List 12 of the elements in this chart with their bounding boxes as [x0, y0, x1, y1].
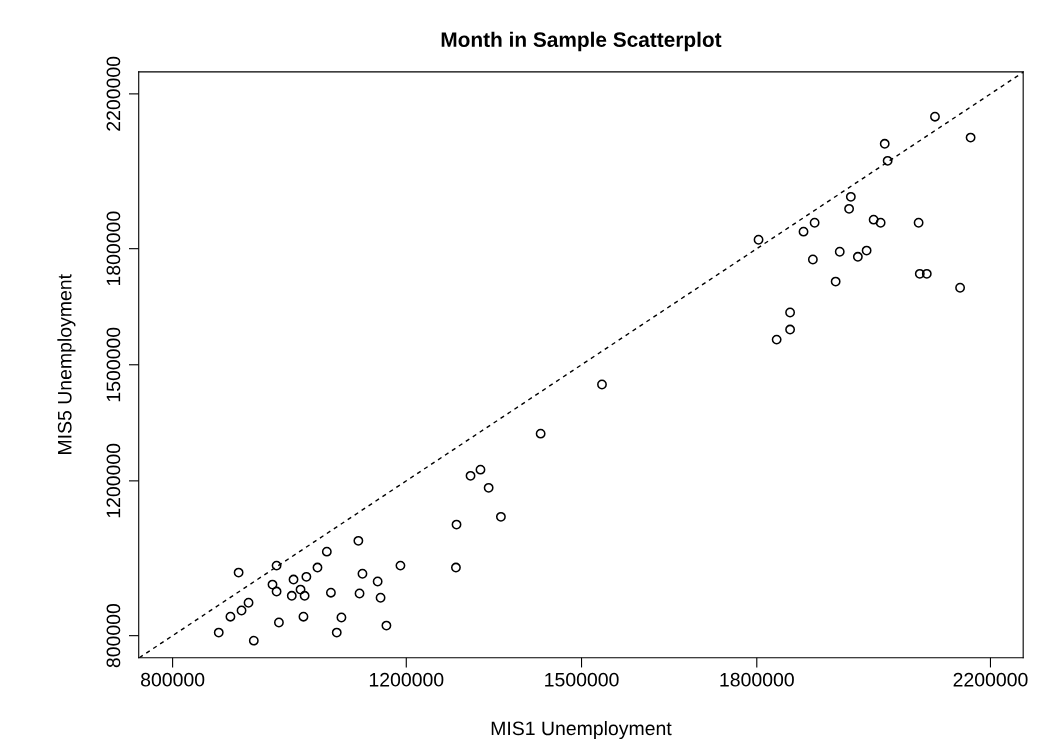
y-tick-label: 1200000 — [106, 443, 121, 518]
y-axis-title: MIS5 Unemployment — [57, 274, 76, 454]
y-tick-label: 1800000 — [106, 211, 121, 286]
x-tick-label: 1800000 — [720, 672, 794, 687]
y-tick-label: 1500000 — [106, 327, 121, 402]
x-tick-label: 800000 — [141, 672, 205, 687]
x-tick-label: 2200000 — [953, 672, 1028, 687]
x-axis-title: MIS1 Unemployment — [491, 720, 672, 740]
chart-title: Month in Sample Scatterplot — [441, 31, 722, 52]
x-tick-label: 1200000 — [369, 672, 444, 687]
x-tick-label: 1500000 — [545, 672, 619, 687]
y-tick-label: 2200000 — [106, 56, 121, 131]
